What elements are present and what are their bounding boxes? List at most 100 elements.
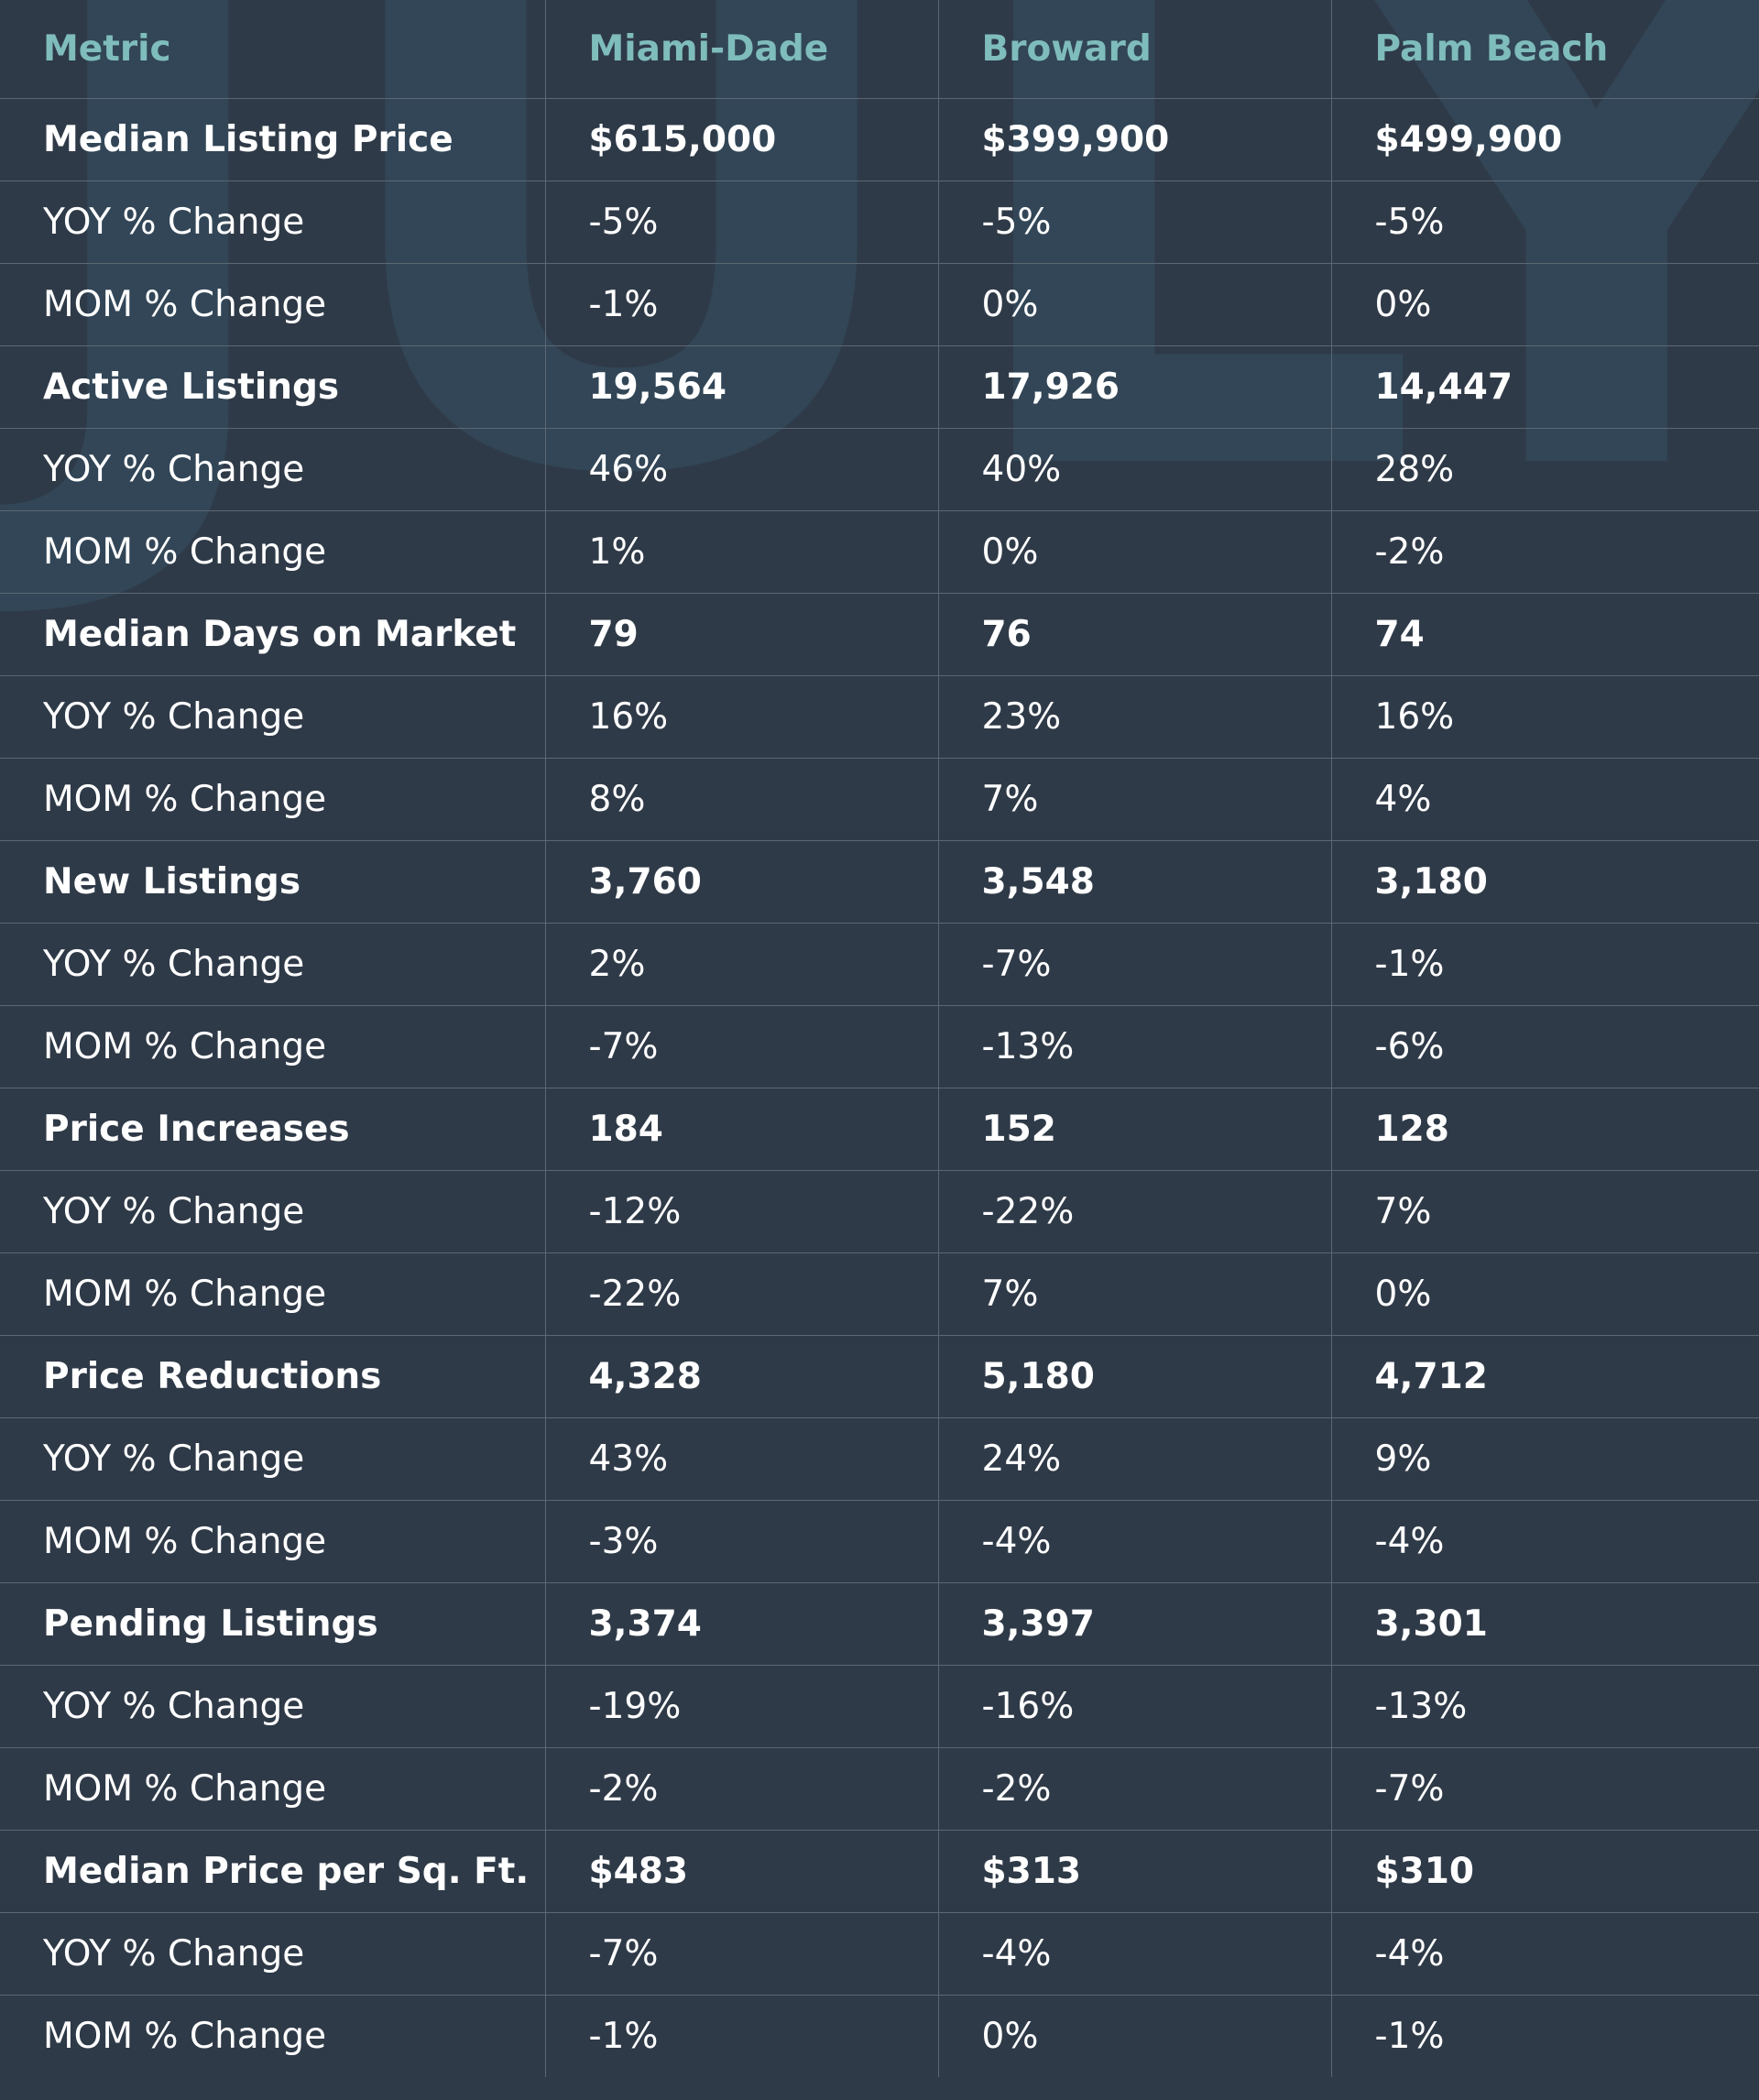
cell-miami-dade: -22% [544,1252,939,1336]
cell-broward: 3,397 [937,1581,1332,1666]
table-row: New Listings 3,760 3,548 3,180 [0,839,1759,924]
table-row: MOM % Change 1% 0% -2% [0,509,1759,594]
cell-miami-dade: 8% [544,757,939,841]
cell-metric: YOY % Change [0,1664,546,1748]
cell-broward: -2% [937,1746,1332,1831]
cell-broward: $313 [937,1829,1332,1913]
cell-metric: Median Days on Market [0,592,546,676]
cell-miami-dade: 4,328 [544,1334,939,1418]
cell-palm-beach: -13% [1330,1664,1759,1748]
cell-metric: New Listings [0,839,546,924]
table-row: YOY % Change -7% -4% -4% [0,1911,1759,1996]
cell-metric: MOM % Change [0,1746,546,1831]
table-row: MOM % Change 8% 7% 4% [0,757,1759,841]
cell-miami-dade: 3,760 [544,839,939,924]
cell-metric: Median Listing Price [0,97,546,181]
table-row: Median Price per Sq. Ft. $483 $313 $310 [0,1829,1759,1913]
cell-palm-beach: -6% [1330,1004,1759,1088]
table-row: Pending Listings 3,374 3,397 3,301 [0,1581,1759,1666]
cell-palm-beach: -2% [1330,509,1759,594]
cell-broward: -22% [937,1169,1332,1253]
cell-palm-beach: 14,447 [1330,345,1759,429]
cell-metric: Pending Listings [0,1581,546,1666]
cell-metric: YOY % Change [0,922,546,1006]
cell-broward: 3,548 [937,839,1332,924]
cell-broward: 0% [937,1994,1332,2077]
cell-miami-dade: -7% [544,1911,939,1996]
table-row: MOM % Change -1% 0% 0% [0,262,1759,346]
table-row: MOM % Change -2% -2% -7% [0,1746,1759,1831]
cell-metric: YOY % Change [0,1911,546,1996]
cell-metric: Active Listings [0,345,546,429]
cell-palm-beach: 0% [1330,262,1759,346]
cell-miami-dade: -1% [544,262,939,346]
cell-miami-dade: 16% [544,674,939,759]
cell-palm-beach: -5% [1330,180,1759,264]
cell-miami-dade: -19% [544,1664,939,1748]
table-header-row: Metric Miami-Dade Broward Palm Beach [0,0,1759,99]
table-row: MOM % Change -7% -13% -6% [0,1004,1759,1088]
cell-palm-beach: -4% [1330,1911,1759,1996]
cell-miami-dade: 46% [544,427,939,511]
cell-broward: 40% [937,427,1332,511]
cell-broward: 7% [937,757,1332,841]
table-row: Price Increases 184 152 128 [0,1087,1759,1171]
cell-palm-beach: 74 [1330,592,1759,676]
cell-miami-dade: -12% [544,1169,939,1253]
cell-miami-dade: 184 [544,1087,939,1171]
cell-palm-beach: 4% [1330,757,1759,841]
cell-metric: MOM % Change [0,1252,546,1336]
cell-miami-dade: 1% [544,509,939,594]
cell-metric: Median Price per Sq. Ft. [0,1829,546,1913]
table-row: MOM % Change -22% 7% 0% [0,1252,1759,1336]
cell-miami-dade: $615,000 [544,97,939,181]
cell-broward: 5,180 [937,1334,1332,1418]
cell-metric: Price Increases [0,1087,546,1171]
header-miami-dade: Miami-Dade [544,0,939,99]
table-row: YOY % Change -12% -22% 7% [0,1169,1759,1253]
cell-palm-beach: 4,712 [1330,1334,1759,1418]
cell-broward: -4% [937,1911,1332,1996]
table-row: Median Days on Market 79 76 74 [0,592,1759,676]
cell-palm-beach: $499,900 [1330,97,1759,181]
cell-palm-beach: $310 [1330,1829,1759,1913]
table-row: YOY % Change 2% -7% -1% [0,922,1759,1006]
cell-metric: MOM % Change [0,262,546,346]
cell-palm-beach: 128 [1330,1087,1759,1171]
cell-miami-dade: -5% [544,180,939,264]
cell-palm-beach: 0% [1330,1252,1759,1336]
cell-palm-beach: -4% [1330,1499,1759,1583]
cell-broward: -5% [937,180,1332,264]
table-row: YOY % Change 43% 24% 9% [0,1416,1759,1501]
cell-palm-beach: -1% [1330,922,1759,1006]
cell-metric: MOM % Change [0,1499,546,1583]
cell-broward: -7% [937,922,1332,1006]
cell-broward: 7% [937,1252,1332,1336]
cell-metric: MOM % Change [0,1994,546,2077]
cell-metric: YOY % Change [0,674,546,759]
cell-palm-beach: 3,180 [1330,839,1759,924]
cell-miami-dade: 79 [544,592,939,676]
cell-palm-beach: -7% [1330,1746,1759,1831]
cell-miami-dade: 19,564 [544,345,939,429]
cell-metric: YOY % Change [0,1169,546,1253]
cell-metric: MOM % Change [0,1004,546,1088]
table-row: Median Listing Price $615,000 $399,900 $499… [0,97,1759,181]
header-metric: Metric [0,0,546,99]
cell-metric: YOY % Change [0,180,546,264]
cell-broward: 24% [937,1416,1332,1501]
cell-palm-beach: -1% [1330,1994,1759,2077]
cell-miami-dade: 43% [544,1416,939,1501]
table-row: Price Reductions 4,328 5,180 4,712 [0,1334,1759,1418]
table-row: YOY % Change 16% 23% 16% [0,674,1759,759]
cell-metric: YOY % Change [0,427,546,511]
cell-miami-dade: -7% [544,1004,939,1088]
cell-broward: 0% [937,262,1332,346]
cell-broward: 76 [937,592,1332,676]
header-broward: Broward [937,0,1332,99]
cell-metric: MOM % Change [0,757,546,841]
cell-metric: YOY % Change [0,1416,546,1501]
table-row: MOM % Change -3% -4% -4% [0,1499,1759,1583]
